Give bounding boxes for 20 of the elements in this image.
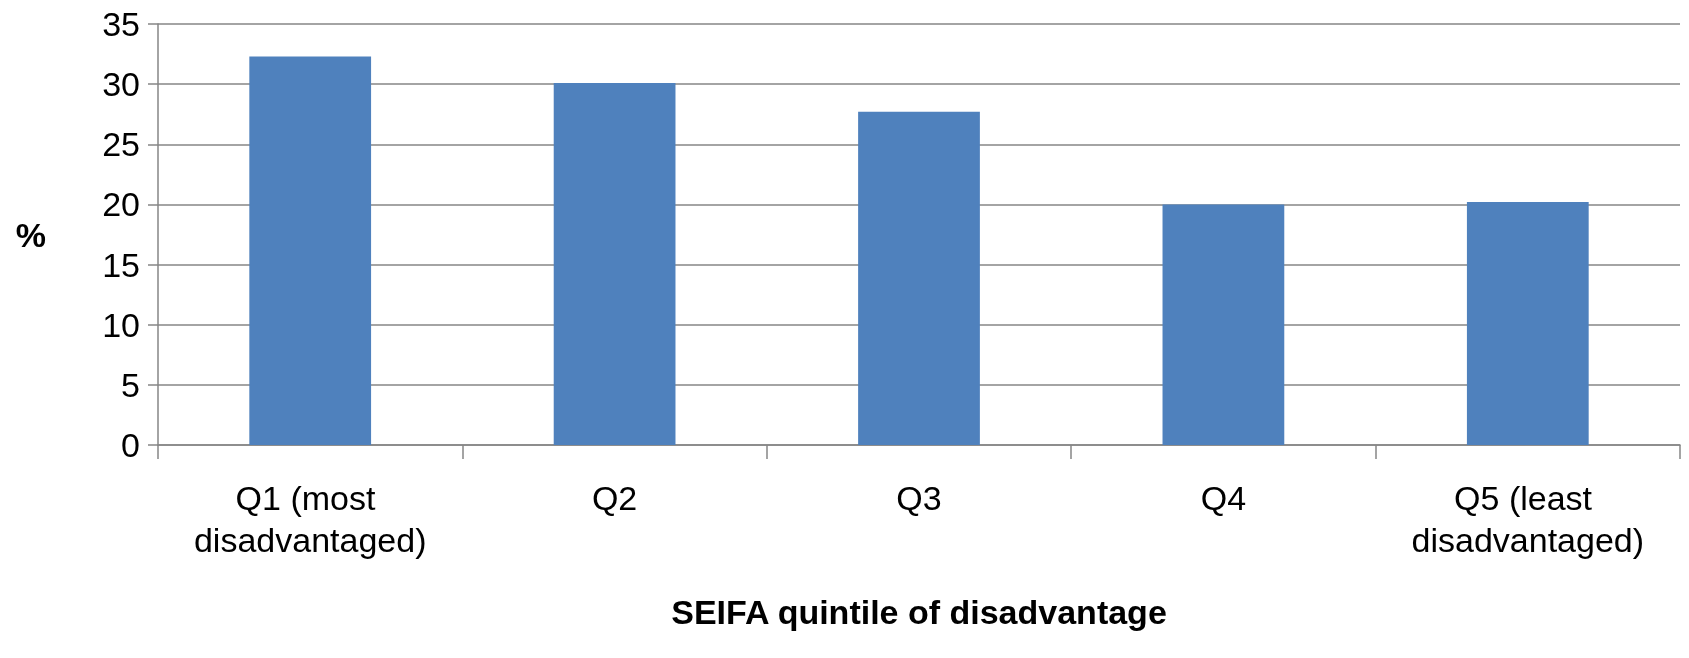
y-tick-label: 0 xyxy=(121,426,140,464)
bar xyxy=(858,111,980,445)
y-tick-label: 5 xyxy=(121,365,140,404)
y-tick-label: 25 xyxy=(102,125,140,164)
x-axis-title: SEIFA quintile of disadvantage xyxy=(671,593,1167,631)
x-tick-label: Q3 xyxy=(896,479,942,517)
y-tick-label: 10 xyxy=(102,305,140,344)
y-axis-title: % xyxy=(15,215,46,254)
bar xyxy=(1162,204,1285,445)
y-tick-label: 15 xyxy=(102,245,140,284)
bar xyxy=(249,56,372,445)
bar xyxy=(1466,202,1589,445)
x-tick-label: Q1 (most disadvantaged) xyxy=(193,479,427,559)
x-tick-label: Q5 (least disadvantaged) xyxy=(1411,479,1645,559)
y-tick-label: 20 xyxy=(102,185,140,224)
x-tick-label: Q2 xyxy=(591,479,638,517)
bar xyxy=(553,82,676,445)
y-tick-label: 30 xyxy=(102,65,140,104)
x-tick-label: Q4 xyxy=(1200,479,1247,517)
y-tick-label: 35 xyxy=(102,5,140,43)
